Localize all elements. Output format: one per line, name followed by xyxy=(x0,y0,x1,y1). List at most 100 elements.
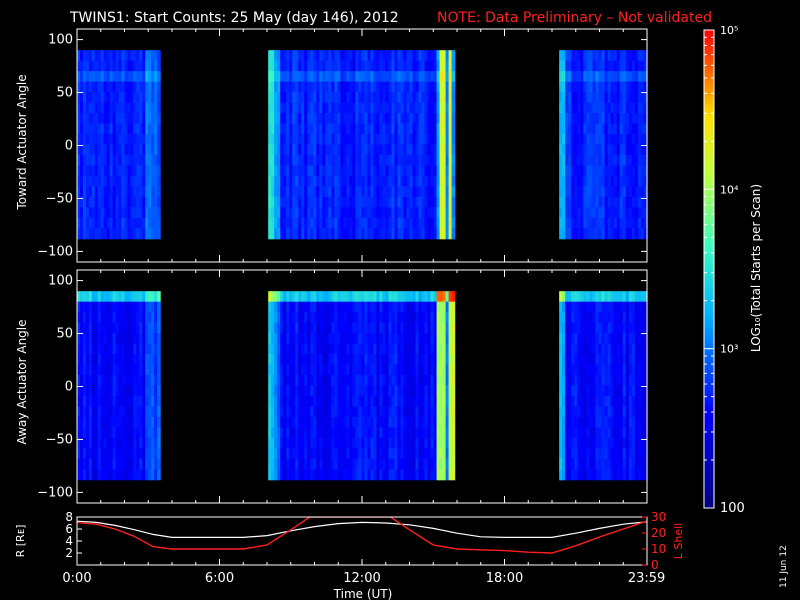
heatmap-cell xyxy=(286,469,290,481)
heatmap-cell xyxy=(622,469,627,481)
heatmap-cell xyxy=(271,364,275,376)
heatmap-cell xyxy=(109,374,114,387)
heatmap-cell xyxy=(115,102,120,114)
heatmap-cell xyxy=(115,196,120,208)
heatmap-cell xyxy=(85,301,90,313)
heatmap-cell xyxy=(301,385,305,397)
heatmap-cell xyxy=(337,291,341,303)
heatmap-cell xyxy=(370,50,375,62)
heatmap-cell xyxy=(370,113,375,125)
heatmap-cell xyxy=(592,354,597,366)
heatmap-cell xyxy=(415,113,420,125)
heatmap-cell xyxy=(334,322,338,334)
heatmap-cell xyxy=(328,228,332,240)
heatmap-cell xyxy=(403,291,408,303)
heatmap-cell xyxy=(337,416,341,428)
heatmap-cell xyxy=(592,50,597,62)
heatmap-cell xyxy=(598,81,603,93)
heatmap-cell xyxy=(157,123,161,135)
heatmap-cell xyxy=(106,406,111,418)
heatmap-cell xyxy=(634,217,639,229)
heatmap-cell xyxy=(640,416,645,428)
heatmap-cell xyxy=(91,81,96,93)
heatmap-cell xyxy=(352,165,356,177)
heatmap-cell xyxy=(295,437,299,449)
heatmap-cell xyxy=(136,154,140,166)
heatmap-cell xyxy=(109,186,114,198)
heatmap-cell xyxy=(565,186,569,198)
heatmap-cell xyxy=(433,301,438,313)
heatmap-cell xyxy=(130,333,135,345)
heatmap-cell xyxy=(616,374,621,387)
heatmap-cell xyxy=(409,291,414,303)
heatmap-cell xyxy=(286,92,290,104)
heatmap-cell xyxy=(295,81,299,93)
heatmap-cell xyxy=(604,50,609,62)
heatmap-cell xyxy=(388,427,393,439)
heatmap-cell xyxy=(436,154,441,166)
heatmap-cell xyxy=(304,416,308,428)
heatmap-cell xyxy=(406,217,411,229)
heatmap-cell xyxy=(643,374,648,387)
heatmap-cell xyxy=(100,81,105,93)
heatmap-cell xyxy=(448,333,453,345)
heatmap-cell xyxy=(439,92,444,104)
heatmap-cell xyxy=(619,301,624,313)
heatmap-cell xyxy=(364,113,369,125)
heatmap-cell xyxy=(397,301,402,313)
heatmap-cell xyxy=(274,427,278,439)
heatmap-cell xyxy=(613,364,618,376)
heatmap-cell xyxy=(106,175,111,187)
heatmap-cell xyxy=(376,144,381,156)
heatmap-cell xyxy=(328,186,332,198)
heatmap-cell xyxy=(130,406,135,418)
heatmap-cell xyxy=(370,301,375,313)
heatmap-cell xyxy=(574,228,578,240)
heatmap-cell xyxy=(592,333,597,345)
heatmap-cell xyxy=(358,312,363,324)
heatmap-cell xyxy=(418,364,423,376)
heatmap-cell xyxy=(352,113,356,125)
heatmap-cell xyxy=(118,92,123,104)
heatmap-cell xyxy=(625,322,630,334)
heatmap-cell xyxy=(355,50,359,62)
heatmap-cell xyxy=(304,228,308,240)
heatmap-cell xyxy=(445,165,450,177)
heatmap-cell xyxy=(106,343,111,355)
heatmap-cell xyxy=(604,312,609,324)
heatmap-cell xyxy=(325,312,329,324)
heatmap-cell xyxy=(388,50,393,62)
heatmap-cell xyxy=(373,154,378,166)
heatmap-cell xyxy=(133,92,137,104)
heatmap-cell xyxy=(406,343,411,355)
heatmap-cell xyxy=(304,81,308,93)
heatmap-cell xyxy=(643,207,648,219)
heatmap-cell xyxy=(409,416,414,428)
x-axis-label: Time (UT) xyxy=(333,587,393,600)
heatmap-cell xyxy=(595,92,600,104)
heatmap-cell xyxy=(583,50,587,62)
heatmap-cell xyxy=(385,92,390,104)
heatmap-cell xyxy=(583,395,587,407)
heatmap-cell xyxy=(427,92,432,104)
heatmap-cell xyxy=(568,133,572,146)
heatmap-cell xyxy=(595,186,600,198)
heatmap-cell xyxy=(370,175,375,187)
heatmap-cell xyxy=(289,133,293,146)
heatmap-cell xyxy=(313,448,317,460)
heatmap-cell xyxy=(628,312,633,324)
heatmap-cell xyxy=(409,207,414,219)
heatmap-cell xyxy=(118,102,123,114)
heatmap-cell xyxy=(595,60,600,72)
heatmap-cell xyxy=(451,60,456,72)
heatmap-cell xyxy=(271,154,275,166)
heatmap-cell xyxy=(559,374,563,387)
heatmap-cell xyxy=(77,406,81,418)
heatmap-cell xyxy=(595,50,600,62)
heatmap-cell xyxy=(277,175,281,187)
heatmap-cell xyxy=(106,92,111,104)
heatmap-cell xyxy=(376,364,381,376)
heatmap-cell xyxy=(376,123,381,135)
heatmap-cell xyxy=(370,217,375,229)
heatmap-cell xyxy=(94,406,99,418)
